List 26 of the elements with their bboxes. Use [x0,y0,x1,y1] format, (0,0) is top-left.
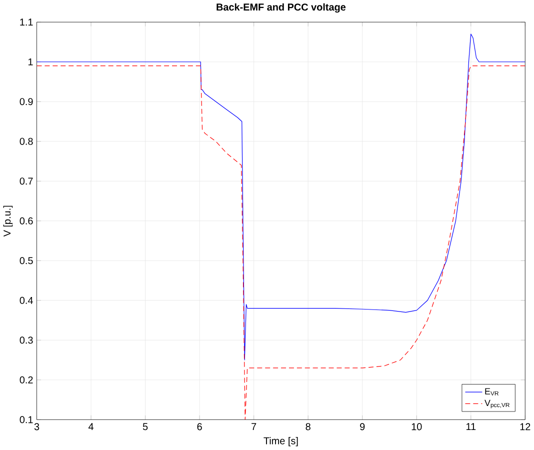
y-tick-label: 1.1 [20,18,33,26]
y-tick-label: 0.4 [20,297,33,304]
x-tick-label: 3 [34,423,40,430]
x-tick-label: 5 [142,423,148,430]
y-axis-title: V [p.u.] [3,206,13,237]
x-tick-label: 11 [466,423,476,430]
x-tick-label: 4 [88,423,94,430]
y-tick-label: 0.7 [20,178,33,185]
x-axis-title: Time [s] [264,437,298,446]
x-tick-label: 12 [520,423,530,430]
x-tick-label: 6 [197,423,202,430]
chart-title: Back-EMF and PCC voltage [216,4,346,13]
y-tick-label: 1 [28,58,33,66]
legend-label: E$_{VR}$ [485,388,498,396]
y-tick-label: 0.6 [20,218,33,225]
y-tick-label: 0.8 [20,138,33,146]
y-tick-label: 0.2 [20,376,33,384]
x-tick-label: 9 [360,423,365,430]
y-tick-label: 0.1 [20,416,33,424]
x-tick-label: 10 [412,423,422,430]
legend-label: V$_{pcc,VR}$ [484,400,510,408]
y-tick-label: 0.3 [20,336,33,344]
x-tick-label: 7 [252,423,256,430]
x-tick-label: 8 [306,423,310,430]
y-tick-label: 0.5 [20,257,33,264]
y-tick-label: 0.9 [20,98,33,106]
